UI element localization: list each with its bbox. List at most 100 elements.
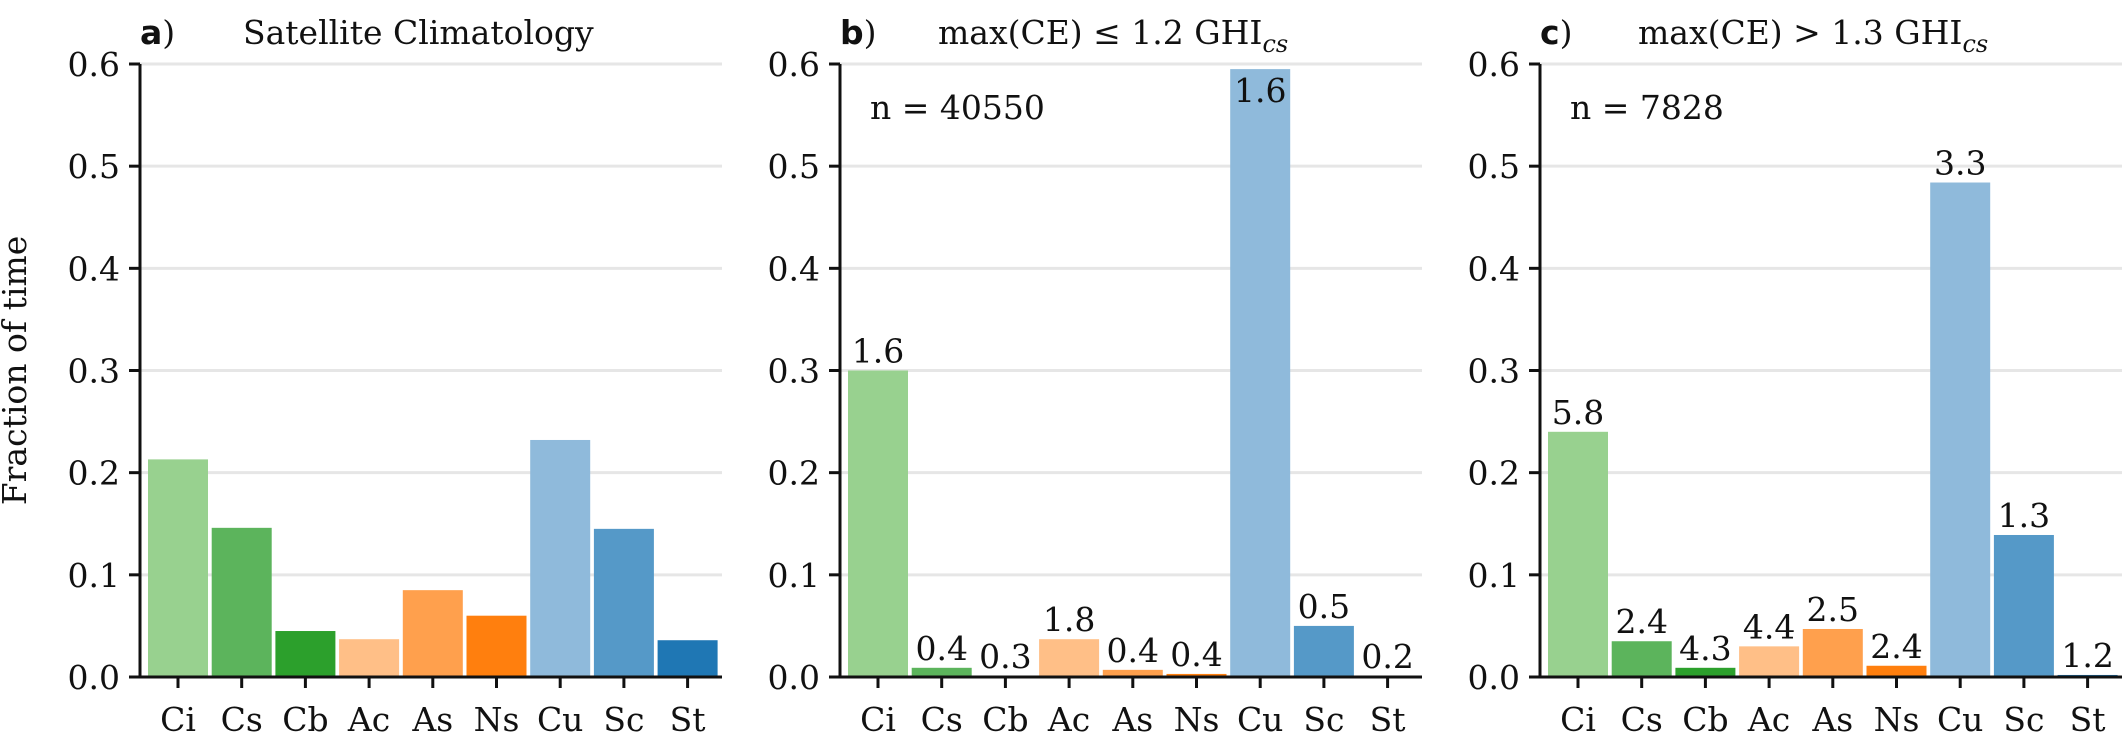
y-tick-label: 0.1 <box>68 556 120 595</box>
x-tick-label: Cs <box>921 700 963 736</box>
bar-value-label: 0.4 <box>1107 631 1159 670</box>
y-tick-label: 0.6 <box>1468 45 1520 84</box>
x-tick-label: Ac <box>1047 700 1090 736</box>
bar-ns <box>466 615 527 677</box>
bar-ci <box>848 370 908 677</box>
x-tick-label: Sc <box>2003 700 2044 736</box>
bar-ci <box>1548 431 1608 677</box>
panel-c: 0.0 0.1 0.2 0.3 0.4 0.5 0.6 5.8 2.4 4.3 4.4 2.5 2.4 3… <box>1468 13 2122 736</box>
x-tick-label: Cu <box>1937 700 1984 736</box>
y-tick-label: 0.6 <box>68 45 120 84</box>
bar-cs <box>211 527 272 677</box>
x-tick-label: As <box>1111 700 1153 736</box>
bar-cu <box>1230 69 1291 677</box>
y-tick-label: 0.4 <box>768 249 820 288</box>
panel-letter: a) <box>140 13 175 52</box>
bar-sc <box>1293 625 1354 677</box>
x-tick-label: Cb <box>282 700 328 736</box>
bar-ns <box>1166 673 1227 677</box>
x-tick-label: As <box>411 700 453 736</box>
bar-value-label: 0.4 <box>1170 635 1222 674</box>
panel-letter: b) <box>840 13 877 52</box>
bar-ac <box>1039 639 1100 677</box>
bar-st <box>657 640 718 677</box>
y-tick-label: 0.0 <box>68 658 120 697</box>
y-tick-label: 0.3 <box>768 352 820 391</box>
y-tick-label: 0.1 <box>768 556 820 595</box>
x-tick-label: Cu <box>537 700 584 736</box>
x-tick-label: Cs <box>1621 700 1663 736</box>
bar-value-label: 3.3 <box>1934 144 1986 183</box>
bar-cs <box>911 667 972 677</box>
bar-value-label: 2.5 <box>1807 590 1859 629</box>
sample-count-label: n = 7828 <box>1570 88 1724 127</box>
panel-a: 0.0 0.1 0.2 0.3 0.4 0.5 0.6 Ci Cs Cb Ac As Ns Cu Sc St a… <box>0 13 722 736</box>
y-tick-label: 0.6 <box>768 45 820 84</box>
bar-cs <box>1611 641 1672 677</box>
bar-cu <box>530 439 591 677</box>
y-tick-label: 0.2 <box>768 454 820 493</box>
y-tick-label: 0.5 <box>768 147 820 186</box>
x-tick-label: Ci <box>1560 700 1596 736</box>
bar-value-label: 2.4 <box>1870 627 1922 666</box>
sample-count-label: n = 40550 <box>870 88 1045 127</box>
bar-as <box>402 590 463 677</box>
bar-value-label: 1.6 <box>852 332 904 371</box>
y-tick-label: 0.0 <box>768 658 820 697</box>
x-tick-label: Sc <box>1303 700 1344 736</box>
bar-ci <box>148 459 208 677</box>
x-tick-label: Ac <box>1747 700 1790 736</box>
bar-value-label: 0.5 <box>1298 587 1350 626</box>
bar-value-label: 1.3 <box>1998 496 2050 535</box>
x-tick-label: As <box>1811 700 1853 736</box>
bar-value-label: 0.4 <box>915 629 967 668</box>
bar-as <box>1102 669 1163 677</box>
panel-title: Satellite Climatology <box>243 13 594 52</box>
panel-title: max(CE) > 1.3 GHIcs <box>1638 13 1988 58</box>
bar-ns <box>1866 665 1927 677</box>
y-axis-label: Fraction of time <box>0 236 34 505</box>
bar-value-label: 4.3 <box>1679 629 1731 668</box>
x-tick-label: St <box>670 700 706 736</box>
y-tick-label: 0.4 <box>68 249 120 288</box>
bar-ac <box>1739 646 1800 677</box>
y-tick-label: 0.3 <box>68 352 120 391</box>
bar-cu <box>1930 182 1991 677</box>
x-tick-label: St <box>2070 700 2106 736</box>
panel-b: 0.0 0.1 0.2 0.3 0.4 0.5 0.6 1.6 0.4 0.3 1.8 0.4 0.4 1… <box>768 13 1422 736</box>
bar-value-label: 1.6 <box>1234 71 1286 110</box>
x-tick-label: Ns <box>474 700 520 736</box>
panel-letter: c) <box>1540 13 1572 52</box>
bar-as <box>1802 628 1863 677</box>
y-tick-label: 0.2 <box>1468 454 1520 493</box>
x-tick-label: St <box>1370 700 1406 736</box>
x-tick-label: Cs <box>221 700 263 736</box>
bar-value-label: 0.3 <box>979 637 1031 676</box>
panel-title: max(CE) ≤ 1.2 GHIcs <box>938 13 1288 58</box>
bar-ac <box>339 639 400 677</box>
bar-value-label: 1.8 <box>1043 600 1095 639</box>
bar-sc <box>593 528 654 677</box>
bar-value-label: 2.4 <box>1615 602 1667 641</box>
x-tick-label: Ns <box>1874 700 1920 736</box>
y-tick-label: 0.4 <box>1468 249 1520 288</box>
x-tick-label: Ac <box>347 700 390 736</box>
bar-value-label: 4.4 <box>1743 607 1795 646</box>
bar-value-label: 1.2 <box>2061 636 2113 675</box>
y-tick-label: 0.3 <box>1468 352 1520 391</box>
bar-cb <box>1675 667 1736 677</box>
x-tick-label: Cb <box>982 700 1028 736</box>
bar-value-label: 0.2 <box>1361 637 1413 676</box>
y-tick-label: 0.2 <box>68 454 120 493</box>
x-tick-label: Sc <box>603 700 644 736</box>
bar-cb <box>275 631 336 677</box>
y-tick-label: 0.1 <box>1468 556 1520 595</box>
y-tick-label: 0.5 <box>68 147 120 186</box>
x-tick-label: Ci <box>860 700 896 736</box>
y-tick-label: 0.0 <box>1468 658 1520 697</box>
bar-value-label: 5.8 <box>1552 393 1604 432</box>
y-tick-label: 0.5 <box>1468 147 1520 186</box>
x-tick-label: Cb <box>1682 700 1728 736</box>
x-tick-label: Ns <box>1174 700 1220 736</box>
